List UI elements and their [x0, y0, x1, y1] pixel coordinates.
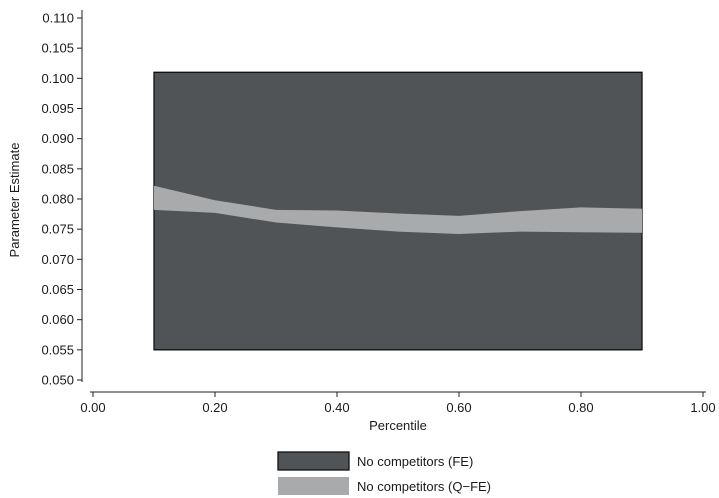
legend-swatch-1: [277, 451, 350, 471]
series-area-1: [153, 71, 643, 351]
y-tick-label: 0.050: [41, 373, 74, 388]
y-tick-label: 0.080: [41, 192, 74, 207]
axes: 0.050 0.055 0.060 0.065 0.070 0.075 0.080 0.085…: [41, 10, 716, 415]
y-tick-label: 0.060: [41, 312, 74, 327]
y-tick-label: 0.085: [41, 161, 74, 176]
x-tick-label: 0.80: [568, 400, 593, 415]
x-tick-label: 0.00: [80, 400, 105, 415]
series-area-2: [154, 185, 642, 234]
y-tick-label: 0.065: [41, 282, 74, 297]
y-tick-label: 0.105: [41, 41, 74, 56]
legend-label-2: No competitors (Q−FE): [357, 479, 491, 494]
x-tick-label: 0.40: [324, 400, 349, 415]
x-tick-label: 1.00: [690, 400, 715, 415]
plot-areas: [153, 71, 643, 351]
legend-swatch-2: [278, 477, 349, 495]
x-tick-label: 0.60: [446, 400, 471, 415]
y-tick-label: 0.110: [42, 11, 74, 26]
legend-label-1: No competitors (FE): [357, 454, 473, 469]
y-tick-label: 0.075: [41, 222, 74, 237]
y-tick-label: 0.100: [41, 71, 74, 86]
y-tick-label: 0.090: [41, 131, 74, 146]
x-tick-label: 0.20: [202, 400, 227, 415]
y-tick-label: 0.055: [41, 342, 74, 357]
y-tick-label: 0.095: [41, 101, 74, 116]
y-axis-title: Parameter Estimate: [7, 143, 22, 258]
y-tick-label: 0.070: [41, 252, 74, 267]
x-axis-title: Percentile: [369, 418, 427, 433]
legend: No competitors (FE) No competitors (Q−FE): [277, 451, 491, 495]
